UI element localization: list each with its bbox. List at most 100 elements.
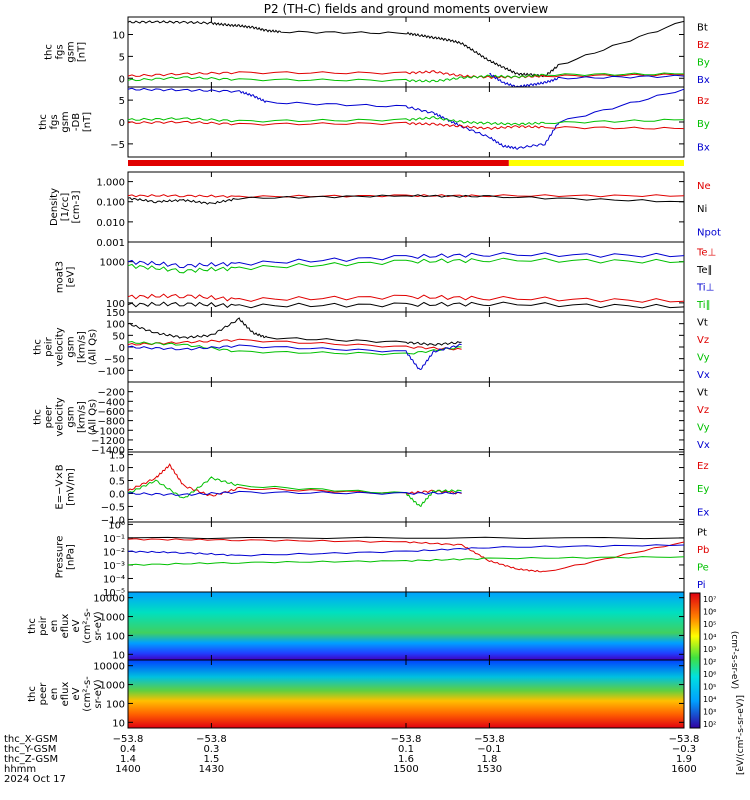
panel-ylabel: [mV/m]: [66, 468, 77, 506]
series-Pe: [127, 556, 685, 566]
series-Vx: [127, 343, 462, 371]
ytick-label: −200: [98, 388, 125, 399]
xrow-value: 1430: [199, 764, 224, 775]
xrow-value: 1.9: [676, 754, 692, 765]
ytick-label: 0.010: [96, 218, 125, 229]
colorbar-tick: 10⁶: [703, 608, 716, 617]
colorbar-tick: 10³: [703, 708, 716, 717]
colorbar-label: [eV/(cm²-s-sr-eV)]: [736, 695, 746, 775]
mode-bar-red: [128, 160, 509, 166]
panel-ylabel: velocity: [55, 397, 66, 436]
spectrogram-peir_spec: [128, 592, 684, 660]
ytick-label: −800: [98, 417, 125, 428]
colorbar-tick: 10⁷: [703, 595, 716, 604]
ytick-label: −1400: [91, 446, 125, 457]
panel-ylabel: -DB: [71, 113, 82, 131]
panel-ylabel: sr-eV): [93, 679, 104, 708]
legend-By: By: [697, 58, 710, 69]
ytick-label: 100: [106, 299, 125, 310]
panel-ylabel: (cm²-s-: [82, 676, 93, 712]
panel-ylabel: Pressure: [55, 536, 66, 579]
xrow-value: 1.6: [398, 754, 414, 765]
panel-ylabel: peir: [38, 615, 49, 635]
xrow-label: thc_Z-GSM: [4, 754, 58, 765]
ytick-label: 1.5: [109, 451, 125, 462]
xrow-value: −53.8: [196, 734, 227, 745]
panel-ylabel: [1/cc]: [60, 193, 71, 222]
xrow-value: 0.4: [120, 744, 136, 755]
ytick-label: 10000: [93, 662, 125, 673]
panel-ylabel: gsm: [60, 111, 71, 132]
panel-ylabel: moat3: [55, 261, 66, 293]
panel-ylabel: [cm-3]: [71, 190, 82, 223]
legend-Vx: Vx: [697, 440, 710, 451]
panel-frame-fgs: [127, 16, 685, 88]
xrow-value: −53.8: [474, 734, 505, 745]
ytick-label: −400: [98, 397, 125, 408]
xrow-value: −53.8: [669, 734, 700, 745]
ytick-label: 100: [106, 699, 125, 710]
ytick-label: −5: [110, 140, 125, 151]
series-Pi: [127, 544, 685, 557]
xrow-value: 0.1: [398, 744, 414, 755]
legend-Pi: Pi: [697, 580, 706, 591]
legend-Bt: Bt: [697, 23, 708, 34]
legend-Vz: Vz: [697, 335, 709, 346]
ytick-label: 0.100: [96, 198, 125, 209]
legend-Vt: Vt: [697, 318, 708, 329]
panel-ylabel: sr-eV): [93, 611, 104, 640]
figure-title: P2 (TH-C) fields and ground moments over…: [263, 2, 549, 16]
ytick-label: 1000: [100, 681, 125, 692]
panel-ylabel: (All Qs): [88, 399, 99, 436]
ytick-label: 150: [106, 308, 125, 319]
legend-Te∥: Te∥: [696, 265, 713, 276]
legend-By: By: [697, 119, 710, 130]
ytick-label: 100: [106, 320, 125, 331]
xrow-value: −0.3: [672, 744, 696, 755]
ytick-label: 100: [106, 631, 125, 642]
series-Ex: [127, 490, 462, 496]
panel-ylabel: [nPa]: [66, 544, 77, 570]
colorbar-tick: 10³: [703, 645, 716, 654]
legend-Vy: Vy: [697, 423, 710, 434]
panel-ylabel: gsm: [66, 336, 77, 357]
panel-frame-density: [127, 171, 685, 243]
panel-ylabel: velocity: [55, 327, 66, 366]
legend-Npot: Npot: [697, 228, 721, 239]
ytick-label: 1.000: [96, 178, 125, 189]
legend-Vz: Vz: [697, 405, 709, 416]
panel-ylabel: gsm: [66, 41, 77, 62]
panel-ylabel: thc: [44, 44, 55, 60]
ytick-label: 50: [112, 331, 125, 342]
legend-Ni: Ni: [697, 204, 707, 215]
xrow-label: hhmm: [4, 764, 36, 775]
panel-ylabel: E=−V×B: [55, 464, 66, 509]
series-Bx: [489, 72, 685, 88]
ytick-label: 5: [119, 96, 125, 107]
series-Vt: [127, 317, 462, 346]
panel-ylabel: (All Qs): [88, 329, 99, 366]
ytick-label: 10⁻⁴: [103, 574, 125, 585]
series-Pb: [127, 538, 685, 573]
panel-ylabel: Density: [49, 188, 60, 226]
colorbar-tick: 10²: [703, 720, 716, 729]
xrow-value: 1.4: [120, 754, 136, 765]
legend-Bx: Bx: [697, 75, 710, 86]
ytick-label: −0.5: [101, 502, 125, 513]
panel-ylabel: eflux: [60, 682, 71, 707]
legend-Pe: Pe: [697, 563, 709, 574]
legend-Bz: Bz: [697, 40, 709, 51]
series-Vz: [127, 338, 462, 351]
ytick-label: 0: [119, 118, 125, 129]
panel-ylabel: peir: [44, 336, 55, 356]
series-Ti⊥: [127, 252, 685, 269]
ytick-label: 1000: [100, 613, 125, 624]
ytick-label: 1000: [100, 258, 125, 269]
series-Ey: [127, 476, 462, 508]
panel-ylabel: en: [49, 688, 60, 701]
ytick-label: 10⁻¹: [103, 534, 125, 545]
panel-ylabel: (cm²-s-: [82, 608, 93, 644]
panel-ylabel: gsm: [66, 406, 77, 427]
legend-Bx: Bx: [697, 143, 710, 154]
